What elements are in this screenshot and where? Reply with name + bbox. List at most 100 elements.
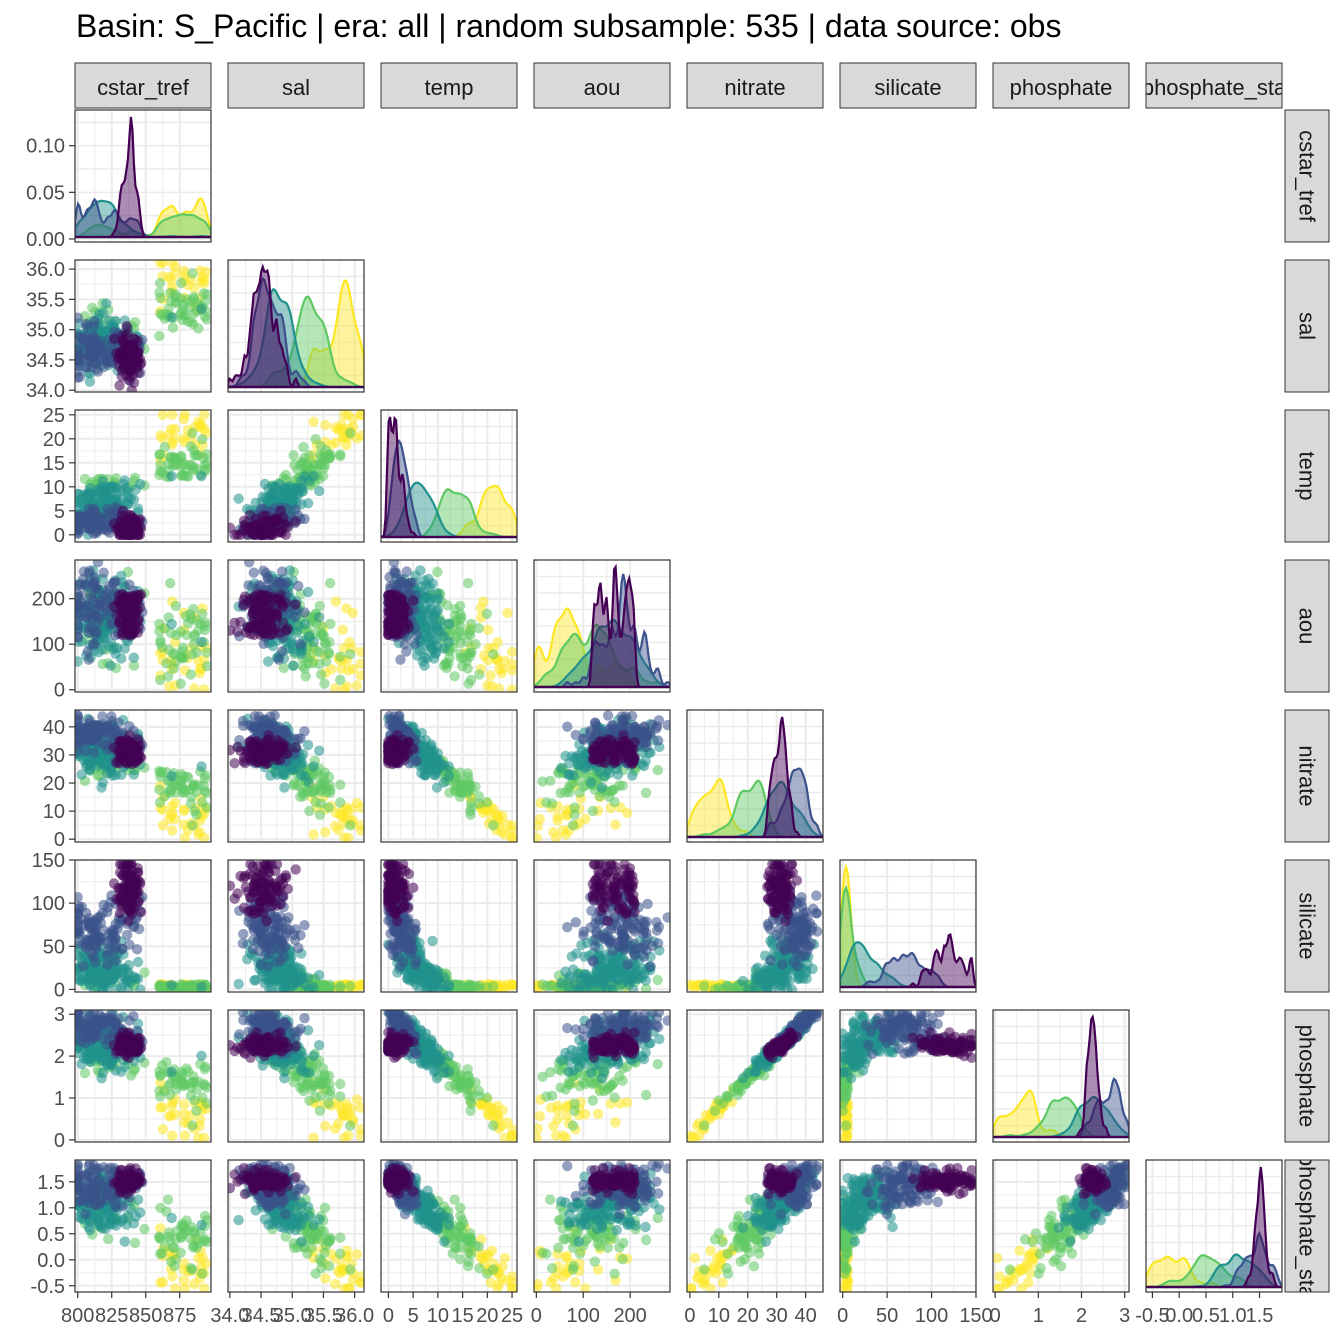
data-point — [419, 591, 431, 602]
density-curve — [687, 716, 823, 839]
data-point — [248, 567, 259, 578]
data-point — [534, 814, 546, 825]
scatter-panel-nitrate-vs-aou — [533, 709, 671, 843]
data-point — [347, 414, 358, 425]
data-point — [463, 771, 474, 783]
data-point — [257, 608, 268, 620]
data-point — [385, 748, 396, 759]
data-point — [300, 671, 311, 682]
data-point — [401, 566, 412, 577]
data-point — [107, 770, 118, 781]
data-point — [335, 451, 346, 462]
data-point — [433, 593, 444, 604]
data-point — [166, 800, 178, 812]
data-point — [299, 471, 311, 482]
data-point — [161, 658, 172, 669]
data-point — [185, 669, 197, 680]
data-point — [419, 660, 430, 671]
data-point — [315, 441, 327, 452]
data-point — [96, 782, 107, 793]
row-strip-label: cstar_tref — [1295, 130, 1320, 223]
scatter-panel-sal-vs-cstar_tref — [74, 259, 212, 393]
data-point — [465, 624, 476, 636]
data-point — [339, 410, 350, 420]
data-point — [103, 315, 115, 326]
data-point — [89, 725, 101, 736]
data-point — [199, 832, 210, 842]
data-point — [395, 654, 406, 665]
data-point — [187, 820, 198, 831]
data-point — [302, 586, 314, 598]
data-point — [600, 736, 612, 748]
data-point — [233, 493, 244, 504]
data-point — [84, 627, 95, 638]
data-point — [191, 786, 202, 797]
row-strip — [1284, 559, 1330, 693]
data-point — [443, 770, 454, 782]
data-point — [314, 809, 326, 820]
data-point — [299, 726, 310, 737]
data-point — [76, 590, 88, 601]
data-point — [200, 266, 211, 278]
data-point — [576, 757, 587, 769]
data-point — [155, 292, 166, 304]
data-point — [78, 511, 90, 523]
data-point — [443, 618, 454, 630]
data-point — [101, 298, 112, 309]
data-point — [193, 323, 204, 334]
data-point — [256, 590, 268, 601]
data-point — [157, 410, 169, 420]
data-point — [165, 627, 177, 639]
data-point — [271, 594, 282, 605]
data-point — [320, 826, 331, 838]
data-point — [175, 775, 186, 786]
column-strip-label: cstar_tref — [97, 75, 190, 100]
data-point — [114, 615, 126, 626]
data-point — [75, 488, 83, 500]
data-point — [431, 782, 443, 793]
data-point — [78, 735, 90, 746]
data-point — [266, 748, 277, 759]
data-point — [638, 760, 650, 772]
data-point — [128, 377, 140, 388]
data-point — [337, 624, 348, 635]
data-point — [345, 820, 356, 831]
data-point — [232, 626, 243, 637]
data-point — [289, 459, 300, 471]
data-point — [176, 451, 187, 462]
data-point — [155, 771, 166, 782]
data-point — [324, 787, 336, 798]
data-point — [84, 763, 96, 775]
data-point — [201, 647, 211, 658]
data-point — [165, 287, 176, 299]
data-point — [121, 594, 132, 605]
data-point — [431, 763, 442, 775]
data-point — [609, 797, 620, 808]
data-point — [175, 982, 186, 992]
data-point — [578, 734, 589, 745]
data-point — [318, 629, 329, 641]
data-point — [314, 485, 325, 497]
data-point — [462, 637, 473, 648]
data-point — [265, 494, 276, 505]
data-point — [308, 416, 319, 427]
scatter-panel-nitrate-vs-cstar_tref — [74, 709, 212, 843]
row-strip-label: phosphate — [1295, 1025, 1320, 1128]
data-point — [312, 646, 323, 657]
data-point — [134, 353, 146, 365]
data-point — [178, 414, 190, 425]
data-point — [196, 471, 207, 482]
data-point — [199, 410, 210, 420]
data-point — [159, 441, 170, 453]
data-point — [75, 656, 83, 667]
data-point — [88, 638, 99, 649]
data-point — [438, 660, 450, 671]
data-point — [302, 739, 314, 751]
data-point — [555, 762, 567, 774]
data-point — [569, 802, 580, 813]
data-point — [383, 629, 394, 641]
data-point — [320, 419, 331, 431]
data-point — [167, 825, 178, 836]
data-point — [290, 763, 301, 775]
